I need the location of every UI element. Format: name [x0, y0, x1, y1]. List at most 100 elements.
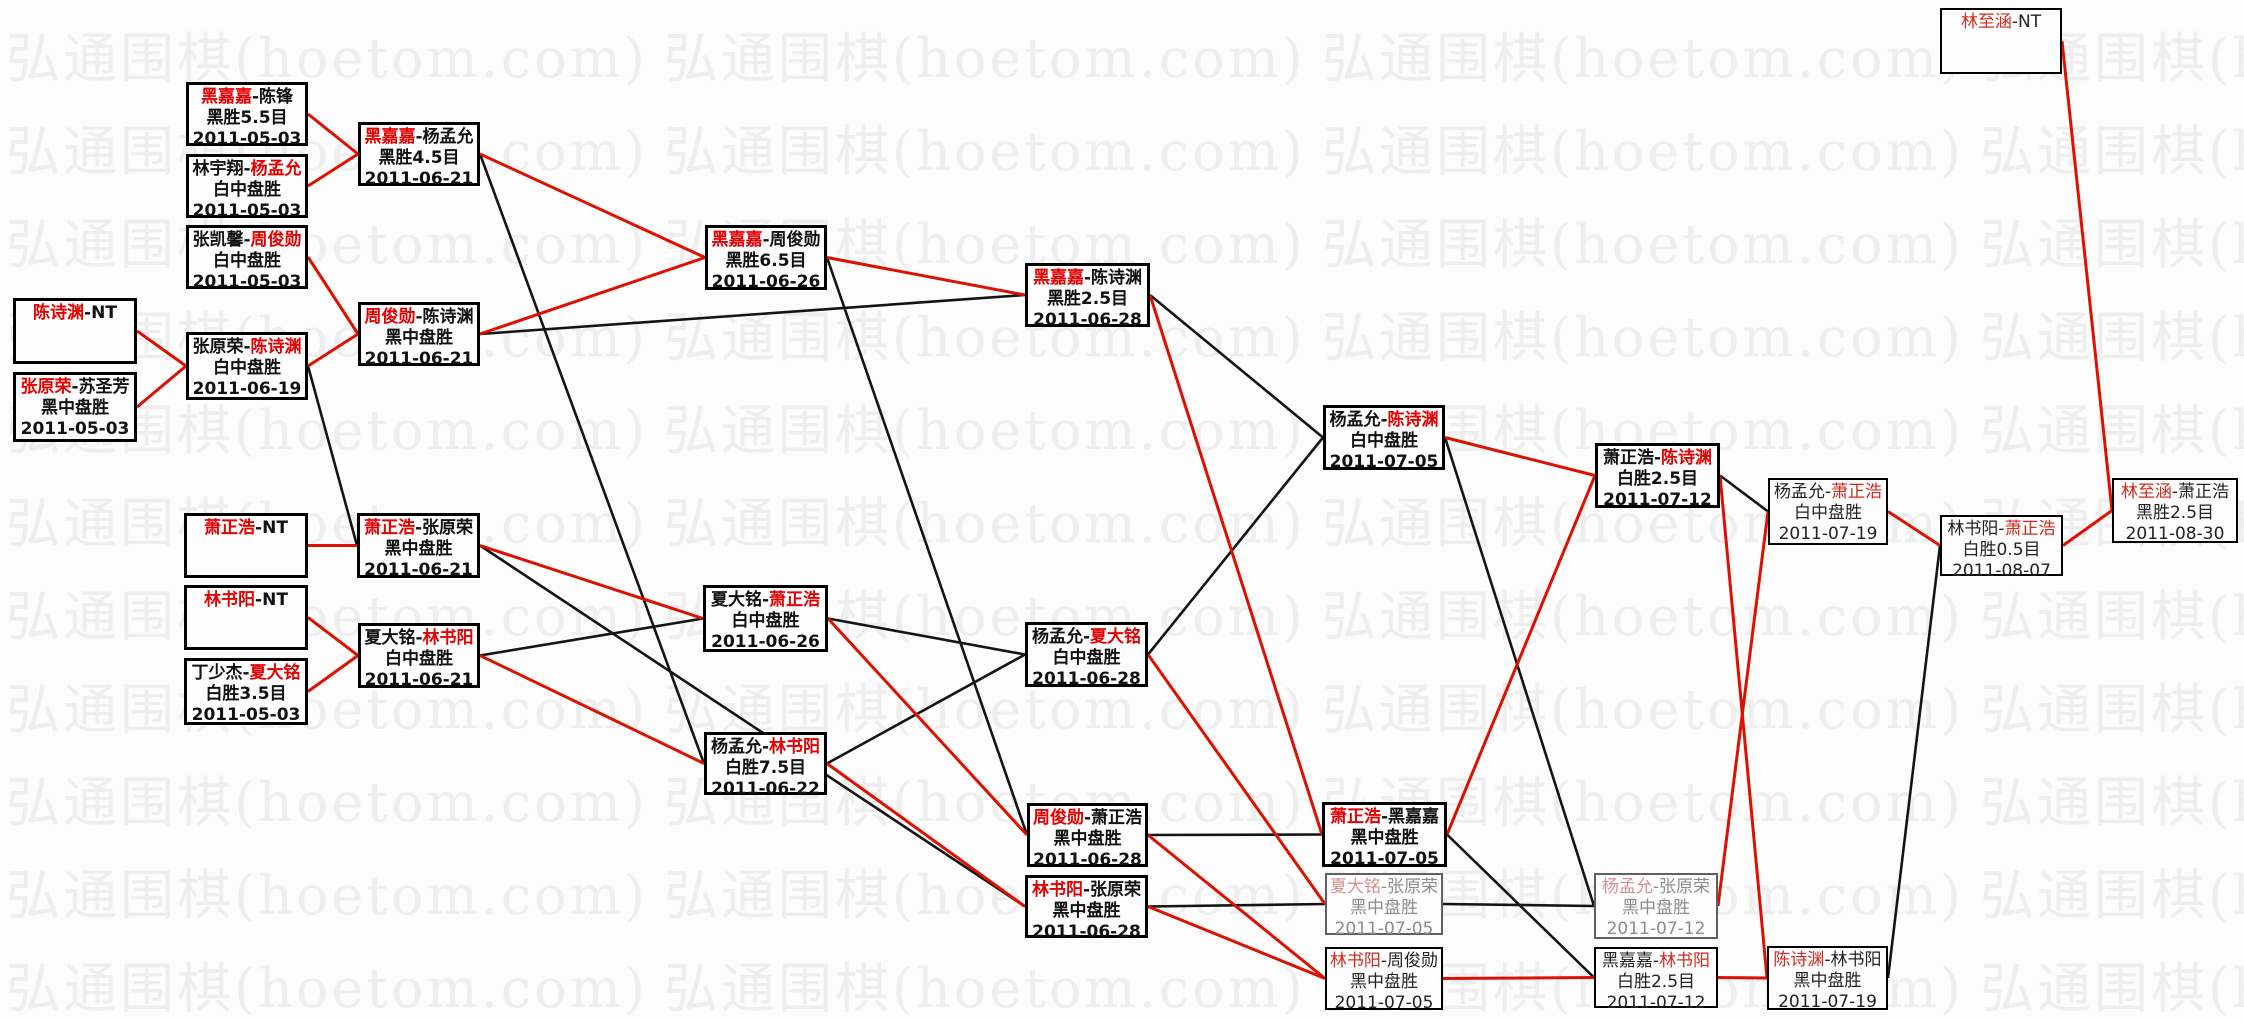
match-result: 黑胜2.5目: [1046, 289, 1129, 309]
match-result: 黑胜5.5目: [206, 108, 288, 128]
match-result: 白中盘胜: [1350, 431, 1418, 451]
player-name: 夏大铭: [364, 628, 416, 648]
match-date: 2011-05-03: [192, 272, 302, 292]
winner-path-line: [479, 654, 705, 765]
match-players: 陈诗渊-NT: [16, 303, 134, 324]
player-name: 杨孟允: [1031, 627, 1083, 647]
match-date: 2011-06-26: [711, 632, 820, 652]
match-date: 2011-06-21: [364, 169, 474, 189]
site-watermark: 弘通围棋(hoetom.com): [664, 27, 1306, 90]
match-box-H1: 杨孟允-萧正浩 白中盘胜 2011-07-19: [1768, 478, 1888, 545]
match-players: 林书阳-张原荣: [1028, 880, 1145, 901]
match-result: 白中盘胜: [1794, 503, 1862, 523]
winner-name: 萧正浩: [204, 518, 256, 538]
match-players: 杨孟允-夏大铭: [1028, 627, 1145, 648]
player-name: -: [1652, 951, 1660, 971]
winner-name: 杨孟允: [1601, 877, 1653, 897]
winner-name: 周俊勋: [250, 230, 302, 250]
player-name: -陈锋: [251, 87, 294, 107]
match-players: 林书阳-周俊勋: [1327, 951, 1441, 972]
match-result: 黑胜2.5目: [2135, 503, 2215, 523]
winner-name: 夏大铭: [1090, 627, 1142, 647]
site-watermark: 弘通围棋(hoetom.com): [1980, 771, 2244, 834]
match-box-E3: 周俊勋-萧正浩 黑中盘胜 2011-06-28: [1027, 803, 1148, 870]
match-players: 黑嘉嘉-杨孟允: [361, 127, 477, 148]
match-box-D3: 杨孟允-林书阳 白胜7.5目 2011-06-22: [704, 732, 827, 799]
player-name: -: [1824, 482, 1832, 502]
match-players: 黑嘉嘉-陈锋: [189, 87, 305, 108]
match-result: 黑中盘胜: [41, 398, 109, 418]
winner-name: 萧正浩: [769, 590, 821, 610]
player-name: 夏大铭: [710, 590, 762, 610]
winner-name: 陈诗渊: [1387, 410, 1439, 430]
winner-path-line: [136, 364, 187, 409]
loser-path-line: [1149, 293, 1324, 439]
match-result: 白中盘胜: [213, 180, 281, 200]
match-result: 黑中盘胜: [1350, 898, 1418, 918]
match-result: 白胜3.5目: [205, 684, 287, 704]
match-box-E2: 杨孟允-夏大铭 白中盘胜 2011-06-28: [1025, 622, 1148, 689]
winner-path-line: [826, 256, 1026, 297]
site-watermark: 弘通围棋(hoetom.com): [664, 399, 1306, 462]
match-players: 黑嘉嘉-林书阳: [1596, 951, 1716, 972]
player-name: -张原荣: [414, 518, 474, 538]
match-players: 黑嘉嘉-周俊勋: [708, 230, 824, 251]
loser-path-line: [1719, 474, 1769, 513]
player-name: -杨孟允: [415, 127, 474, 147]
winner-path-line: [306, 256, 360, 335]
match-box-B3: 张凯馨-周俊勋 白中盘胜 2011-05-03: [186, 225, 308, 292]
match-result: 白胜0.5目: [1962, 540, 2041, 560]
winner-name: 萧正浩: [363, 518, 415, 538]
loser-path-line: [1442, 902, 1595, 908]
match-result: 黑中盘胜: [1350, 828, 1419, 848]
player-name: -NT: [255, 518, 288, 538]
match-date: 2011-06-22: [711, 779, 820, 799]
match-box-C2: 周俊勋-陈诗渊 黑中盘胜 2011-06-21: [358, 302, 480, 369]
match-players: 张原荣-苏圣芳: [16, 377, 134, 398]
match-box-C3: 萧正浩-张原荣 黑中盘胜 2011-06-21: [357, 513, 480, 580]
match-box-B4: 张原荣-陈诗渊 白中盘胜 2011-06-19: [186, 332, 308, 400]
loser-path-line: [1886, 545, 1942, 979]
site-watermark: 弘通围棋(hoetom.com): [6, 27, 648, 90]
winner-path-line: [479, 544, 704, 620]
match-box-B1: 黑嘉嘉-陈锋 黑胜5.5目 2011-05-03: [186, 82, 308, 149]
site-watermark: 弘通围棋(hoetom.com): [6, 213, 648, 276]
site-watermark: 弘通围棋(hoetom.com): [6, 585, 648, 648]
winner-path-line: [307, 654, 359, 693]
player-name: 萧正浩: [1602, 448, 1654, 468]
player-name: -: [1380, 410, 1388, 430]
match-box-A1: 陈诗渊-NT: [13, 298, 137, 364]
player-name: -NT: [84, 303, 117, 323]
match-date: 2011-08-07: [1952, 561, 2051, 581]
match-players: 周俊勋-萧正浩: [1030, 808, 1145, 829]
match-box-E1: 黑嘉嘉-陈诗渊 黑胜2.5目 2011-06-28: [1025, 263, 1150, 330]
match-players: 张原荣-陈诗渊: [189, 337, 305, 358]
match-result: 黑胜4.5目: [378, 148, 460, 168]
match-result: 黑中盘胜: [385, 328, 453, 348]
player-name: -: [242, 663, 250, 683]
match-result: 黑中盘胜: [1622, 898, 1690, 918]
match-result: 白胜2.5目: [1616, 972, 1696, 992]
match-date: 2011-05-03: [192, 201, 302, 221]
winner-path-line: [1445, 474, 1597, 836]
match-players: 杨孟允-林书阳: [707, 737, 824, 758]
site-watermark: 弘通围棋(hoetom.com): [1322, 585, 1964, 648]
player-name: -: [1653, 448, 1662, 468]
match-box-G2: 杨孟允-张原荣 黑中盘胜 2011-07-12: [1594, 873, 1718, 939]
match-result: 黑中盘胜: [1052, 901, 1121, 921]
loser-path-line: [479, 293, 1026, 336]
player-name: 杨孟允: [1329, 410, 1381, 430]
match-players: 夏大铭-张原荣: [1327, 877, 1441, 898]
site-watermark: 弘通围棋(hoetom.com): [1980, 399, 2244, 462]
winner-path-line: [1718, 475, 1769, 979]
player-name: -: [243, 159, 251, 179]
site-watermark: 弘通围棋(hoetom.com): [1322, 27, 1964, 90]
match-date: 2011-06-21: [364, 349, 474, 369]
match-players: 林至涵-萧正浩: [2114, 482, 2236, 503]
match-date: 2011-06-21: [364, 560, 473, 580]
loser-path-line: [1147, 833, 1323, 837]
winner-name: 萧正浩: [1329, 807, 1381, 827]
match-players: 林至涵-NT: [1942, 12, 2060, 33]
